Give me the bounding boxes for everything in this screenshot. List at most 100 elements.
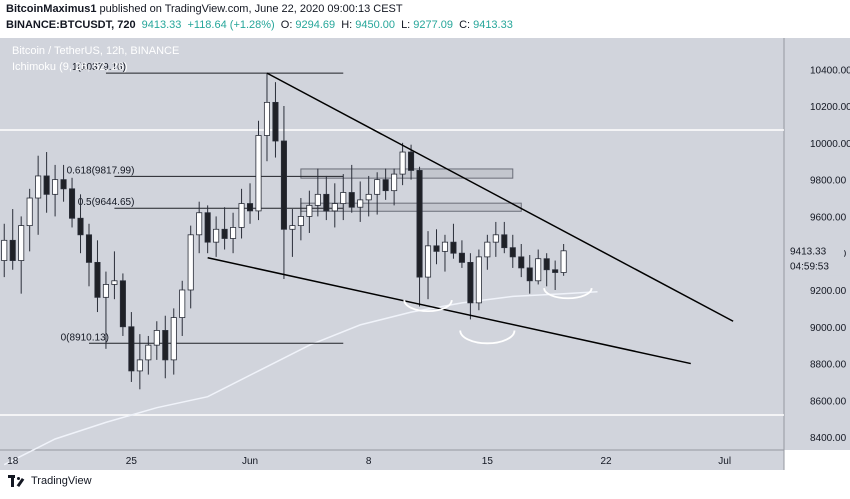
candle-9[interactable] (77, 194, 84, 254)
ichimoku-line[interactable] (3, 291, 598, 466)
candle-body (543, 258, 550, 271)
candle-30[interactable] (255, 120, 262, 221)
candle-24[interactable] (204, 205, 211, 254)
last-price-box (786, 241, 844, 276)
candle-7[interactable] (60, 164, 67, 202)
candle-body (297, 216, 304, 227)
candle-12[interactable] (102, 271, 109, 349)
candle-56[interactable] (475, 249, 482, 311)
candle-35[interactable] (297, 198, 304, 241)
resistance-zone-upper[interactable] (300, 168, 514, 179)
candle-38[interactable] (323, 175, 330, 221)
candle-5[interactable] (43, 152, 50, 213)
candle-body (331, 203, 338, 212)
candle-body (560, 250, 567, 273)
candle-29[interactable] (247, 183, 254, 224)
y-tick-label: 10200.00 (810, 102, 850, 113)
fib-label-3: 0.5(9644.65) (78, 197, 135, 208)
candle-14[interactable] (119, 273, 126, 336)
candle-64[interactable] (543, 253, 550, 287)
candle-51[interactable] (433, 229, 440, 265)
candle-50[interactable] (424, 231, 432, 300)
candle-52[interactable] (441, 234, 449, 272)
candle-8[interactable] (69, 177, 76, 228)
candle-21[interactable] (179, 280, 186, 336)
candle-15[interactable] (128, 312, 135, 382)
candle-58[interactable] (492, 221, 499, 257)
wedge-lower-line[interactable] (207, 257, 691, 365)
candle-31[interactable] (263, 72, 271, 162)
candle-44[interactable] (374, 172, 381, 215)
tradingview-logo[interactable]: TradingView (8, 475, 92, 488)
candle-body (467, 261, 474, 304)
candle-62[interactable] (526, 255, 533, 294)
candle-6[interactable] (52, 164, 59, 217)
fib-label-2: 0.618(9817.99) (67, 165, 135, 176)
candle-53[interactable] (450, 223, 457, 259)
candle-body (153, 330, 160, 346)
support-arc-2[interactable] (459, 330, 516, 345)
candle-17[interactable] (145, 335, 152, 375)
support-arc-1[interactable] (403, 299, 453, 312)
candle-body (391, 173, 398, 192)
candle-41[interactable] (348, 164, 355, 213)
support-arc-3[interactable] (543, 287, 593, 300)
candle-body (111, 280, 118, 285)
symbol-label[interactable]: BINANCE:BTCUSDT, 720 (6, 19, 136, 31)
candle-27[interactable] (230, 212, 237, 254)
candle-2[interactable] (18, 216, 25, 294)
candle-66[interactable] (560, 244, 567, 276)
candle-16[interactable] (136, 334, 143, 390)
candle-1[interactable] (9, 209, 16, 270)
candle-25[interactable] (213, 216, 220, 257)
candle-57[interactable] (484, 234, 491, 270)
candle-60[interactable] (509, 234, 516, 268)
candle-40[interactable] (340, 174, 347, 221)
candle-65[interactable] (552, 260, 559, 290)
candle-body (374, 179, 381, 195)
candle-3[interactable] (26, 188, 33, 252)
wedge-upper-line[interactable] (266, 72, 734, 322)
candle-42[interactable] (357, 181, 364, 222)
candle-4[interactable] (35, 155, 42, 235)
candle-45[interactable] (382, 168, 389, 200)
candle-49[interactable] (416, 166, 423, 307)
candle-11[interactable] (94, 240, 101, 313)
chart-title: Bitcoin / TetherUS, 12h, BINANCE (12, 45, 179, 57)
candle-10[interactable] (85, 223, 93, 287)
candle-body (221, 228, 228, 239)
candle-19[interactable] (162, 315, 169, 379)
candle-body (255, 135, 262, 212)
candle-63[interactable] (535, 249, 542, 285)
candle-20[interactable] (170, 308, 177, 375)
x-tick-label: 8 (366, 456, 372, 467)
price-chart[interactable]: 1(10379.16) 0.618(9817.99) 0.5(9644.65) 0(8… (0, 38, 850, 470)
indicator-label[interactable]: Ichimoku (9, 26, 52, 26) (12, 61, 128, 73)
candle-34[interactable] (289, 209, 296, 257)
candle-33[interactable] (280, 106, 287, 279)
candle-59[interactable] (501, 221, 508, 254)
candle-body (9, 239, 16, 261)
candle-body (272, 101, 279, 142)
time-axis[interactable] (0, 450, 784, 470)
candle-47[interactable] (399, 142, 406, 186)
candle-26[interactable] (221, 207, 228, 250)
candle-37[interactable] (314, 168, 321, 217)
candle-18[interactable] (153, 321, 160, 360)
candle-13[interactable] (111, 251, 118, 300)
candle-46[interactable] (391, 168, 398, 206)
candle-61[interactable] (518, 244, 525, 278)
candle-body (348, 192, 355, 208)
candle-body (484, 241, 491, 258)
candle-54[interactable] (458, 240, 465, 268)
author-name[interactable]: BitcoinMaximus1 (6, 3, 97, 15)
candle-36[interactable] (306, 190, 313, 233)
candle-43[interactable] (365, 175, 372, 217)
candle-32[interactable] (272, 82, 279, 158)
candle-39[interactable] (331, 183, 338, 228)
candle-28[interactable] (238, 188, 245, 239)
candle-22[interactable] (187, 225, 194, 309)
candle-23[interactable] (196, 201, 203, 254)
candle-55[interactable] (467, 253, 474, 320)
candle-0[interactable] (1, 223, 8, 278)
